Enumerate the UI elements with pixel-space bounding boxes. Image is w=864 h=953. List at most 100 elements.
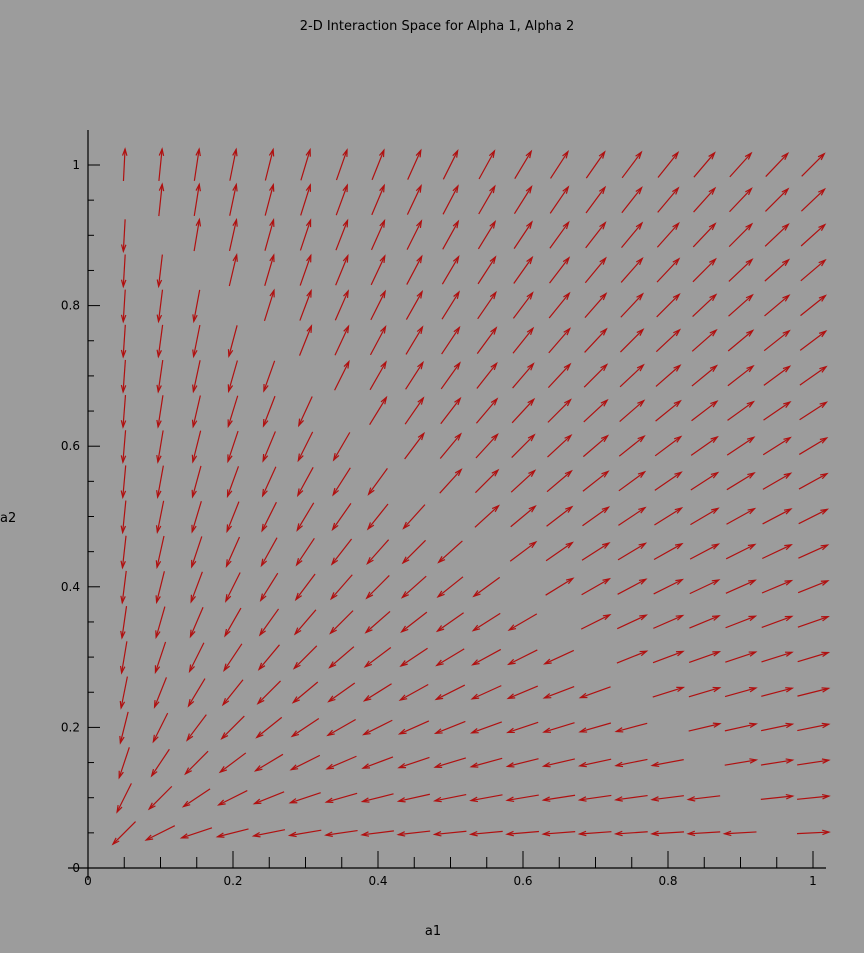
field-arrow [548, 291, 571, 319]
field-arrow [725, 579, 757, 594]
field-arrow [728, 258, 754, 282]
field-arrow [509, 540, 538, 562]
field-arrow [155, 500, 165, 535]
field-arrow [512, 362, 535, 389]
field-arrow [370, 218, 386, 251]
field-arrow [478, 149, 496, 180]
field-arrow [585, 150, 606, 179]
y-tick-label: 0.6 [61, 439, 80, 453]
field-arrow [655, 328, 682, 353]
field-arrow [257, 644, 280, 671]
field-arrow [618, 470, 647, 492]
field-arrow [621, 186, 643, 214]
field-arrow [582, 434, 610, 458]
field-arrow [432, 793, 467, 803]
field-arrow [120, 359, 127, 394]
field-arrow [335, 148, 348, 181]
field-arrow [264, 218, 275, 251]
field-arrow [296, 467, 314, 498]
field-arrow [329, 610, 354, 635]
field-arrow [725, 651, 758, 663]
field-arrow [192, 289, 201, 324]
field-arrow [441, 290, 460, 320]
field-arrow [691, 364, 719, 387]
field-arrow [511, 433, 536, 458]
field-arrow [652, 686, 686, 698]
field-arrow [688, 651, 722, 663]
field-arrow [656, 292, 681, 318]
field-arrow [259, 572, 279, 602]
field-arrow [327, 682, 356, 703]
field-arrow [258, 608, 280, 637]
field-arrow [690, 471, 720, 491]
field-arrow [796, 829, 831, 836]
field-arrow [150, 748, 170, 778]
field-arrow [193, 147, 201, 181]
field-arrow [192, 324, 201, 359]
field-arrow [262, 431, 276, 463]
field-arrow [155, 535, 165, 570]
field-arrow [116, 783, 132, 814]
field-arrow [120, 535, 127, 570]
field-arrow [506, 649, 538, 666]
field-arrow [505, 758, 539, 768]
field-arrow [442, 219, 460, 250]
field-arrow [292, 645, 318, 670]
field-arrow [397, 756, 430, 769]
y-tick-label: 0 [72, 861, 80, 875]
field-arrow [361, 756, 394, 769]
field-arrow [405, 289, 424, 320]
field-arrow [577, 758, 612, 768]
field-arrow [324, 792, 358, 803]
field-arrow [797, 651, 831, 663]
field-arrow [688, 722, 722, 732]
field-arrow [474, 504, 501, 528]
field-arrow [299, 324, 313, 356]
field-arrow [144, 825, 176, 841]
field-arrow [398, 683, 429, 701]
field-arrow [442, 184, 459, 215]
field-arrow [435, 612, 464, 633]
field-arrow [155, 571, 165, 605]
field-arrow [297, 396, 313, 428]
field-arrow [584, 292, 608, 319]
field-arrow [296, 502, 315, 532]
field-arrow [546, 469, 573, 493]
field-arrow [147, 785, 173, 811]
field-arrow [507, 613, 538, 631]
field-arrow [725, 543, 757, 560]
field-arrow [762, 543, 793, 560]
field-arrow [433, 720, 466, 735]
field-arrow [189, 607, 204, 639]
field-arrow [472, 576, 501, 598]
field-arrow [228, 253, 238, 287]
field-arrow [299, 253, 312, 286]
field-arrow [406, 183, 422, 215]
field-arrow [471, 612, 501, 632]
field-arrow [400, 611, 428, 633]
field-arrow [216, 790, 248, 806]
field-arrow [325, 755, 357, 770]
field-arrow [435, 648, 465, 667]
field-arrow [156, 465, 164, 499]
field-arrow [541, 830, 576, 837]
field-arrow [650, 759, 684, 768]
field-arrow [585, 185, 607, 214]
field-arrow [295, 538, 315, 567]
field-arrow [361, 719, 393, 736]
field-arrow [369, 324, 387, 356]
field-arrow [179, 827, 213, 839]
field-arrow [513, 185, 533, 214]
field-arrow [251, 829, 286, 838]
field-arrow [688, 686, 722, 698]
field-arrow [439, 468, 463, 494]
field-arrow [192, 360, 201, 394]
field-arrow [120, 606, 128, 640]
field-arrow [797, 580, 830, 594]
field-arrow [541, 758, 575, 768]
field-arrow [547, 362, 572, 389]
field-arrow [289, 754, 321, 771]
field-arrow [220, 715, 245, 741]
field-arrow [121, 147, 128, 182]
